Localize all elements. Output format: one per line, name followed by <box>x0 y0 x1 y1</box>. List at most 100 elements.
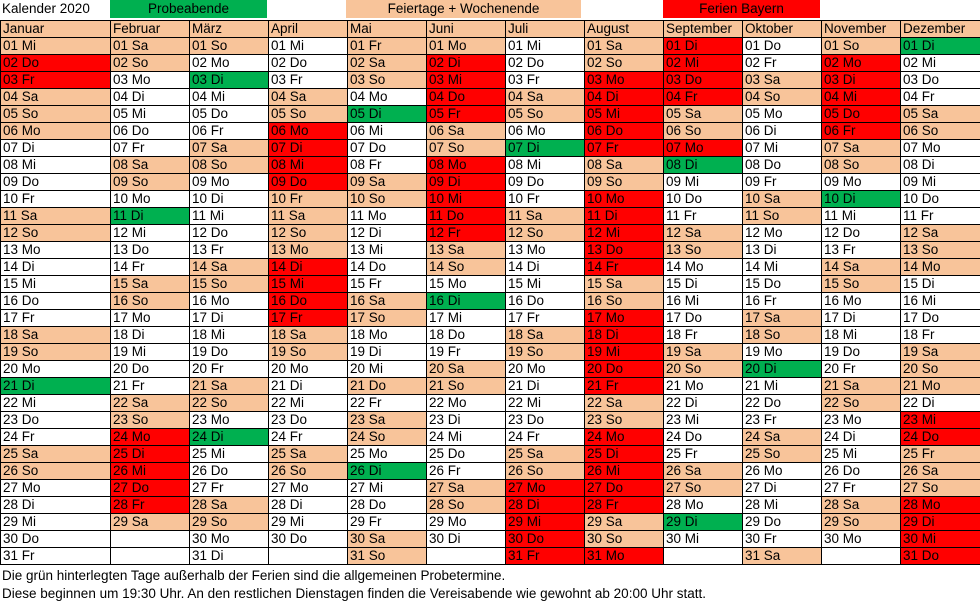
day-cell: 10 Mo <box>110 190 190 208</box>
calendar-body: 01 Mi 01 Sa 01 So 01 Mi 01 Fr 01 Mo 01 Mi 01 Sa… <box>0 37 980 565</box>
day-cell: 30 Mo <box>189 530 269 548</box>
day-cell: 30 Do <box>268 530 348 548</box>
day-cell: 31 Fr <box>0 547 111 565</box>
day-cell: 17 Di <box>189 309 269 327</box>
table-row: 13 Mo 13 Do 13 Fr 13 Mo 13 Mi 13 Sa 13 Mo 13 Do… <box>0 241 980 259</box>
day-cell: 29 So <box>189 513 269 531</box>
day-cell: 27 Do <box>110 479 190 497</box>
day-cell: 28 Fr <box>584 496 664 514</box>
day-cell: 20 Do <box>110 360 190 378</box>
day-cell: 15 Do <box>742 275 822 293</box>
day-cell: 12 Do <box>821 224 901 242</box>
day-cell: 03 Fr <box>0 71 111 89</box>
day-cell: 26 Sa <box>663 462 743 480</box>
day-cell: 17 Mo <box>584 309 664 327</box>
day-cell: 03 Di <box>189 71 269 89</box>
day-cell: 12 Di <box>347 224 427 242</box>
day-cell: 14 Mo <box>900 258 980 276</box>
month-header-oktober: Oktober <box>742 20 822 38</box>
month-header-dezember: Dezember <box>900 20 980 38</box>
day-cell: 01 Di <box>663 37 743 55</box>
month-header-september: September <box>663 20 743 38</box>
day-cell: 06 Di <box>742 122 822 140</box>
day-cell: 21 Di <box>0 377 111 395</box>
day-cell: 14 Do <box>347 258 427 276</box>
day-cell: 31 Do <box>900 547 980 565</box>
table-row: 04 Sa 04 Di 04 Mi 04 Sa 04 Mo 04 Do 04 Sa 04 Di… <box>0 88 980 106</box>
day-cell: 23 Mi <box>900 411 980 429</box>
day-cell: 11 Sa <box>0 207 111 225</box>
day-cell: 21 Mo <box>900 377 980 395</box>
table-row: 01 Mi 01 Sa 01 So 01 Mi 01 Fr 01 Mo 01 Mi 01 Sa… <box>0 37 980 55</box>
day-cell: 03 Do <box>663 71 743 89</box>
day-cell: 12 Mi <box>110 224 190 242</box>
day-cell: 28 Mo <box>663 496 743 514</box>
day-cell: 19 So <box>268 343 348 361</box>
table-row: 05 So 05 Mi 05 Do 05 So 05 Di 05 Fr 05 So 05 Mi… <box>0 105 980 123</box>
day-cell: 13 Mo <box>0 241 111 259</box>
table-row: 31 Fr 31 Di 31 So 31 Fr 31 Mo 31 Sa 31 Do <box>0 547 980 565</box>
day-cell: 29 Di <box>663 513 743 531</box>
day-cell: 29 Do <box>742 513 822 531</box>
day-cell: 19 So <box>0 343 111 361</box>
month-header-august: August <box>584 20 664 38</box>
day-cell: 14 So <box>426 258 506 276</box>
day-cell: 27 Di <box>742 479 822 497</box>
day-cell: 23 Do <box>505 411 585 429</box>
day-cell: 20 So <box>663 360 743 378</box>
day-cell: 21 Mo <box>663 377 743 395</box>
day-cell: 14 Di <box>505 258 585 276</box>
day-cell: 01 Fr <box>347 37 427 55</box>
day-cell: 23 Do <box>0 411 111 429</box>
day-cell: 30 Mi <box>663 530 743 548</box>
day-cell: 18 Fr <box>900 326 980 344</box>
day-cell: 06 So <box>900 122 980 140</box>
day-cell: 24 Mo <box>110 428 190 446</box>
day-cell: 12 Sa <box>900 224 980 242</box>
day-cell: 01 Do <box>742 37 822 55</box>
day-cell: 22 Di <box>663 394 743 412</box>
day-cell: 11 Mo <box>347 207 427 225</box>
day-cell: 09 Mo <box>821 173 901 191</box>
day-cell <box>110 530 190 548</box>
day-cell: 29 So <box>821 513 901 531</box>
day-cell: 02 Mi <box>663 54 743 72</box>
day-cell: 02 Mo <box>821 54 901 72</box>
day-cell: 21 Do <box>347 377 427 395</box>
day-cell: 12 So <box>505 224 585 242</box>
day-cell: 05 Fr <box>426 105 506 123</box>
day-cell: 13 So <box>663 241 743 259</box>
day-cell: 22 Mi <box>0 394 111 412</box>
month-header-märz: März <box>189 20 269 38</box>
day-cell: 13 So <box>900 241 980 259</box>
day-cell: 15 Mi <box>0 275 111 293</box>
day-cell: 10 Do <box>663 190 743 208</box>
day-cell: 19 Do <box>821 343 901 361</box>
table-row: 11 Sa 11 Di 11 Mi 11 Sa 11 Mo 11 Do 11 Sa 11 Di… <box>0 207 980 225</box>
day-cell: 17 Mi <box>426 309 506 327</box>
day-cell: 07 Fr <box>110 139 190 157</box>
day-cell: 17 So <box>347 309 427 327</box>
day-cell: 10 Mi <box>426 190 506 208</box>
day-cell: 20 Fr <box>189 360 269 378</box>
day-cell: 17 Sa <box>742 309 822 327</box>
note-uhrzeiten: Diese beginnen um 19:30 Uhr. An den rest… <box>2 586 706 601</box>
day-cell: 18 Fr <box>663 326 743 344</box>
day-cell: 22 Sa <box>584 394 664 412</box>
day-cell: 28 Mo <box>900 496 980 514</box>
month-header-juli: Juli <box>505 20 585 38</box>
day-cell: 03 Mi <box>426 71 506 89</box>
day-cell: 21 Sa <box>821 377 901 395</box>
day-cell: 25 Sa <box>505 445 585 463</box>
day-cell: 07 So <box>426 139 506 157</box>
day-cell: 23 Fr <box>742 411 822 429</box>
table-row: 03 Fr 03 Mo 03 Di 03 Fr 03 So 03 Mi 03 Fr 03 Mo… <box>0 71 980 89</box>
day-cell: 08 Do <box>742 156 822 174</box>
day-cell: 19 Fr <box>426 343 506 361</box>
day-cell: 27 Do <box>584 479 664 497</box>
day-cell: 26 So <box>268 462 348 480</box>
day-cell: 23 Do <box>268 411 348 429</box>
day-cell: 30 Mi <box>900 530 980 548</box>
day-cell: 29 Di <box>900 513 980 531</box>
day-cell: 04 Mo <box>347 88 427 106</box>
